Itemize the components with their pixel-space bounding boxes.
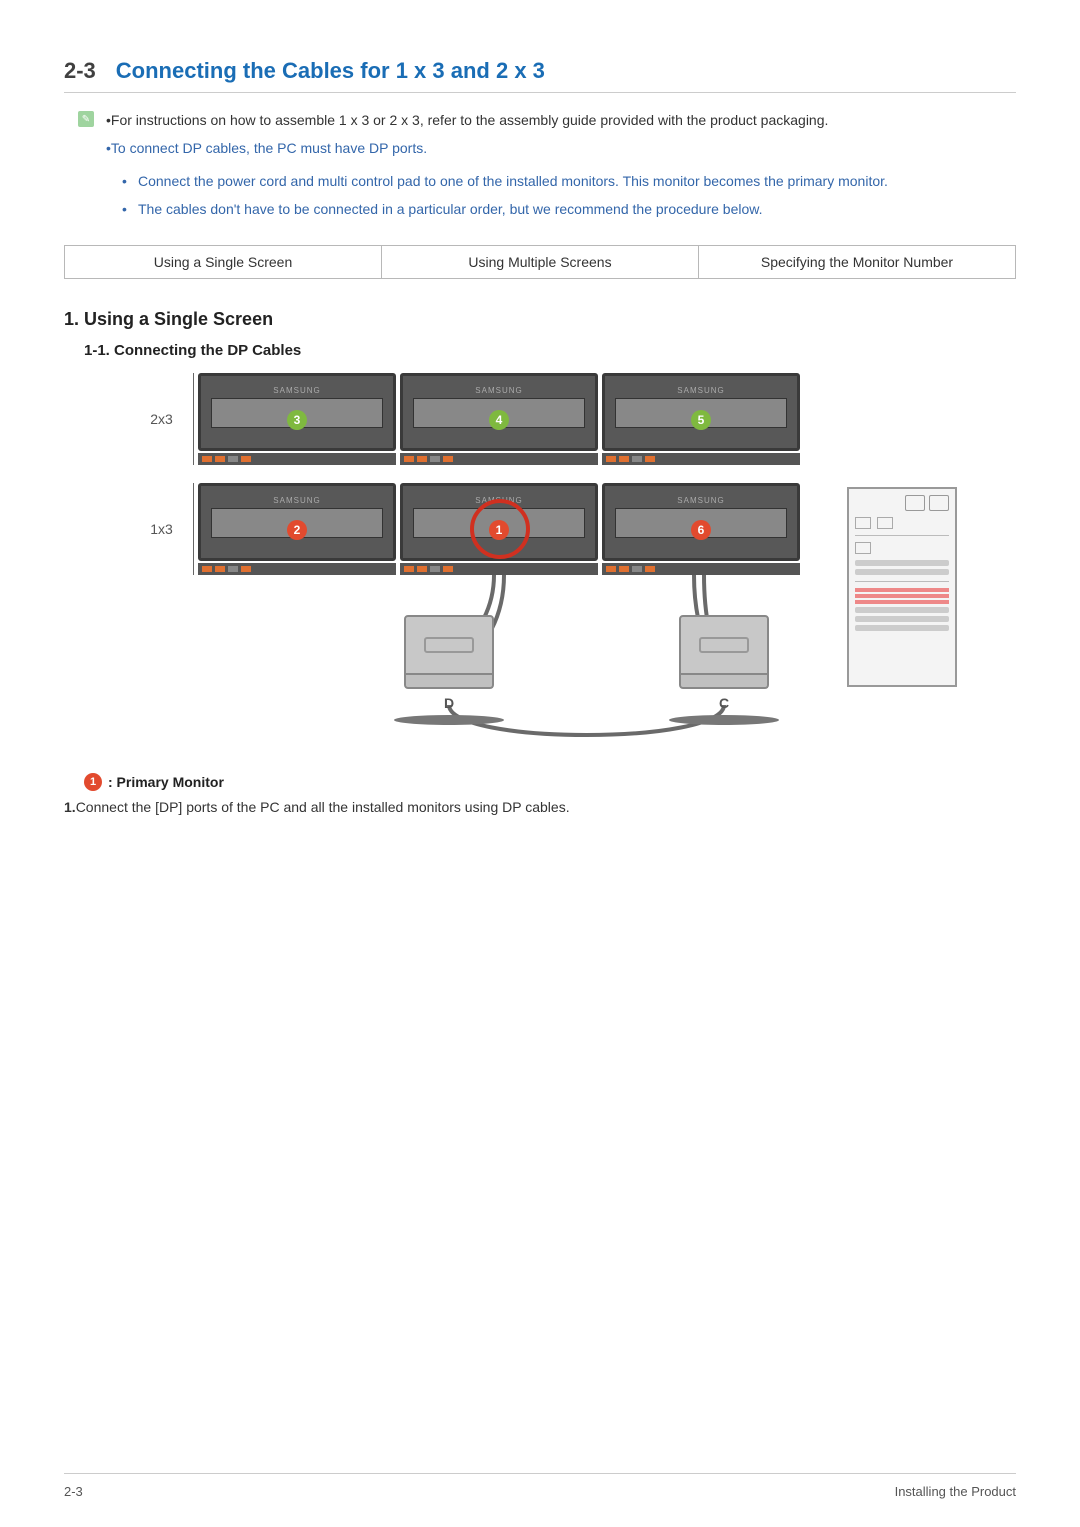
- monitor-bezel: SAMSUNG 2: [198, 483, 396, 561]
- legend-primary-monitor: 1 : Primary Monitor: [84, 773, 1016, 791]
- row-label-1x3: 1x3: [134, 483, 194, 575]
- stand-left: D: [404, 615, 494, 715]
- note-sub-bullets: Connect the power cord and multi control…: [116, 170, 888, 221]
- monitor: SAMSUNG 4: [400, 373, 598, 465]
- heading-connecting-dp-cables: 1-1. Connecting the DP Cables: [84, 342, 1016, 359]
- screen-modes-table: Using a Single Screen Using Multiple Scr…: [64, 245, 1016, 279]
- tab-multiple-screens: Using Multiple Screens: [382, 245, 699, 278]
- monitor-brand: SAMSUNG: [413, 496, 585, 505]
- monitor-bezel: SAMSUNG 5: [602, 373, 800, 451]
- cable-svg: [194, 575, 894, 755]
- stand-letter: C: [679, 695, 769, 711]
- monitor-number-badge: 3: [287, 410, 307, 430]
- step-1-text: 1.Connect the [DP] ports of the PC and a…: [64, 799, 1016, 815]
- diagram-wrap: 2x3 SAMSUNG 3 SAMSUNG 4 SAMSUN: [134, 373, 1016, 755]
- monitor: SAMSUNG 5: [602, 373, 800, 465]
- pc-back-panel: [847, 487, 957, 687]
- section-header: 2-3 Connecting the Cables for 1 x 3 and …: [64, 58, 1016, 93]
- monitor-number-badge: 5: [691, 410, 711, 430]
- monitor-bezel: SAMSUNG 6: [602, 483, 800, 561]
- monitor-port-bar: [198, 563, 396, 575]
- monitor: SAMSUNG 6: [602, 483, 800, 575]
- step-number: 1.: [64, 799, 76, 815]
- monitor-brand: SAMSUNG: [615, 386, 787, 395]
- section-title: Connecting the Cables for 1 x 3 and 2 x …: [116, 58, 545, 84]
- heading-using-single-screen: 1. Using a Single Screen: [64, 309, 1016, 330]
- legend-text: : Primary Monitor: [108, 774, 224, 790]
- monitor-brand: SAMSUNG: [211, 386, 383, 395]
- note-line-dp-ports: •To connect DP cables, the PC must have …: [106, 137, 888, 159]
- monitor-number-badge: 6: [691, 520, 711, 540]
- note-line-assembly: •For instructions on how to assemble 1 x…: [106, 109, 888, 131]
- monitor-bezel: SAMSUNG 4: [400, 373, 598, 451]
- footer-page-number: 2-3: [64, 1484, 83, 1499]
- monitor-port-bar: [198, 453, 396, 465]
- cables-area: D C: [194, 575, 909, 755]
- page-footer: 2-3 Installing the Product: [64, 1473, 1016, 1499]
- stand-right: C: [679, 615, 769, 715]
- note-icon: ✎: [78, 111, 94, 127]
- stand-letter: D: [404, 695, 494, 711]
- monitor-brand: SAMSUNG: [413, 386, 585, 395]
- monitor-port-bar: [400, 453, 598, 465]
- monitor-port-bar: [400, 563, 598, 575]
- diagram-row-bottom: 1x3 SAMSUNG 2 SAMSUNG 1: [134, 483, 909, 575]
- diagram-spacer: [134, 465, 909, 483]
- note-bullet: Connect the power cord and multi control…: [116, 170, 888, 192]
- tab-single-screen: Using a Single Screen: [65, 245, 382, 278]
- monitor: SAMSUNG 2: [198, 483, 396, 575]
- row-label-2x3: 2x3: [134, 373, 194, 465]
- monitor-brand: SAMSUNG: [211, 496, 383, 505]
- monitor-number-badge: 2: [287, 520, 307, 540]
- monitor-brand: SAMSUNG: [615, 496, 787, 505]
- monitor: SAMSUNG 3: [198, 373, 396, 465]
- note-body: •For instructions on how to assemble 1 x…: [106, 109, 888, 227]
- monitor-number-badge: 1: [489, 520, 509, 540]
- note-block: ✎ •For instructions on how to assemble 1…: [78, 109, 1016, 227]
- legend-bullet-icon: 1: [84, 773, 102, 791]
- diagram: 2x3 SAMSUNG 3 SAMSUNG 4 SAMSUN: [134, 373, 909, 755]
- monitor-bezel: SAMSUNG 3: [198, 373, 396, 451]
- monitor-primary: SAMSUNG 1: [400, 483, 598, 575]
- footer-chapter-title: Installing the Product: [895, 1484, 1016, 1499]
- section-number: 2-3: [64, 58, 96, 84]
- monitor-port-bar: [602, 563, 800, 575]
- diagram-row-top: 2x3 SAMSUNG 3 SAMSUNG 4 SAMSUN: [134, 373, 909, 465]
- monitor-number-badge: 4: [489, 410, 509, 430]
- note-bullet: The cables don't have to be connected in…: [116, 198, 888, 220]
- step-body: Connect the [DP] ports of the PC and all…: [76, 799, 570, 815]
- tab-specify-monitor-number: Specifying the Monitor Number: [699, 245, 1016, 278]
- monitor-bezel: SAMSUNG 1: [400, 483, 598, 561]
- monitor-port-bar: [602, 453, 800, 465]
